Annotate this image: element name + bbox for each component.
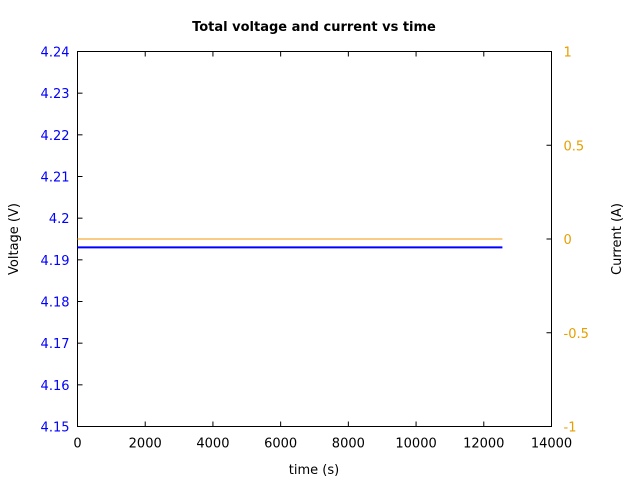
x-tick-label: 0 [73,437,81,452]
y-right-tick-label: -1 [564,421,577,436]
y-left-tick-label: 4.24 [41,46,70,61]
y-left-axis: 4.15 4.16 4.17 4.18 4.19 4.2 4.21 4.22 4.23 4.24 [41,46,83,436]
x-tick-label: 4000 [196,437,229,452]
y-left-tick-label: 4.15 [41,421,70,436]
series-group [77,238,503,249]
x-tick-label: 2000 [129,437,162,452]
y-left-tick-label: 4.23 [41,87,70,102]
y-right-axis-label: Current (A) [610,203,625,275]
x-tick-label: 12000 [463,437,504,452]
chart-title: Total voltage and current vs time [192,20,436,35]
y-left-tick-label: 4.19 [41,254,70,269]
y-left-tick-label: 4.22 [41,129,70,144]
x-axis: 0 2000 4000 6000 8000 10000 12000 14000 [73,51,572,452]
y-right-tick-label: 1 [564,46,572,61]
y-left-tick-label: 4.16 [41,379,70,394]
y-left-tick-label: 4.21 [41,171,70,186]
y-right-tick-label: 0.5 [564,139,585,154]
x-tick-label: 10000 [395,437,436,452]
y-left-tick-label: 4.18 [41,296,70,311]
y-right-tick-label: 0 [564,233,572,248]
x-tick-label: 6000 [264,437,297,452]
y-left-axis-label: Voltage (V) [7,203,22,275]
y-right-axis: -1 -0.5 0 0.5 1 [546,46,589,436]
y-left-tick-label: 4.2 [49,212,70,227]
x-axis-label: time (s) [289,463,339,478]
y-right-tick-label: -0.5 [564,327,589,342]
x-tick-label: 8000 [332,437,365,452]
x-tick-label: 14000 [531,437,572,452]
y-left-tick-label: 4.17 [41,337,70,352]
